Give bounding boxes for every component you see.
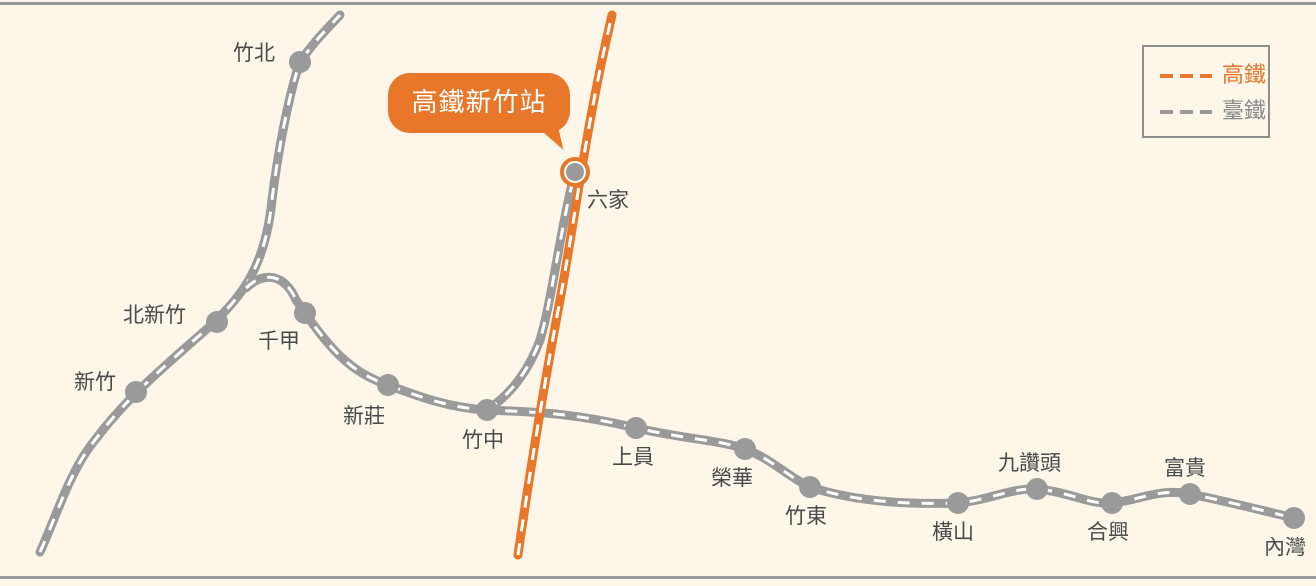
tra-neiwan-line (241, 272, 1299, 523)
legend-label-tra: 臺鐵 (1222, 99, 1267, 124)
station-label-ronghua[interactable]: 榮華 (711, 466, 753, 490)
station-label-qianjia[interactable]: 千甲 (258, 329, 300, 353)
station-dot-zhubei (289, 51, 311, 73)
station-label-shangyuan[interactable]: 上員 (612, 445, 654, 469)
tra-main-line (35, 10, 345, 557)
station-label-liujia[interactable]: 六家 (587, 188, 629, 212)
legend-swatch-tra (1160, 110, 1212, 114)
station-dot-zhudong (799, 476, 821, 498)
legend-label-hsr: 高鐵 (1222, 63, 1267, 88)
station-label-hexing[interactable]: 合興 (1087, 520, 1129, 544)
legend-item-hsr: 高鐵 (1160, 61, 1266, 91)
station-label-zhuzhong[interactable]: 竹中 (462, 428, 504, 452)
legend: 高鐵 臺鐵 (1142, 45, 1270, 138)
station-dot-hexing (1101, 492, 1123, 514)
station-label-hengshan[interactable]: 橫山 (932, 520, 974, 544)
station-label-zhudong[interactable]: 竹東 (785, 504, 827, 528)
station-dot-xinzhuang (377, 374, 399, 396)
station-dot-hengshan (947, 492, 969, 514)
hsr-hsinchu-callout[interactable]: 高鐵新竹站 (388, 73, 570, 133)
station-label-zhubei[interactable]: 竹北 (233, 41, 275, 65)
hsr-line (513, 10, 617, 560)
station-label-fugui[interactable]: 富貴 (1164, 456, 1206, 480)
station-dot-xinzhu (125, 381, 147, 403)
station-label-beixinzhu[interactable]: 北新竹 (123, 303, 186, 327)
station-label-neiwan[interactable]: 內灣 (1264, 537, 1306, 558)
station-label-xinzhu[interactable]: 新竹 (74, 370, 116, 394)
legend-swatch-hsr (1160, 74, 1212, 78)
station-dot-jiuzantou (1026, 478, 1048, 500)
tra-liujia-line (482, 167, 580, 415)
top-border (0, 2, 1316, 5)
station-label-jiuzantou[interactable]: 九讚頭 (998, 451, 1061, 475)
legend-item-tra: 臺鐵 (1160, 97, 1266, 127)
station-dot-qianjia (294, 302, 316, 324)
station-dot-shangyuan (625, 417, 647, 439)
station-dot-ronghua (734, 438, 756, 460)
station-dot-liujia (566, 163, 584, 181)
bottom-border (0, 576, 1316, 579)
station-dot-fugui (1179, 483, 1201, 505)
station-dot-zhuzhong (476, 399, 498, 421)
station-dot-beixinzhu (206, 311, 228, 333)
station-label-xinzhuang[interactable]: 新莊 (343, 404, 385, 428)
station-dot-neiwan (1283, 507, 1305, 529)
